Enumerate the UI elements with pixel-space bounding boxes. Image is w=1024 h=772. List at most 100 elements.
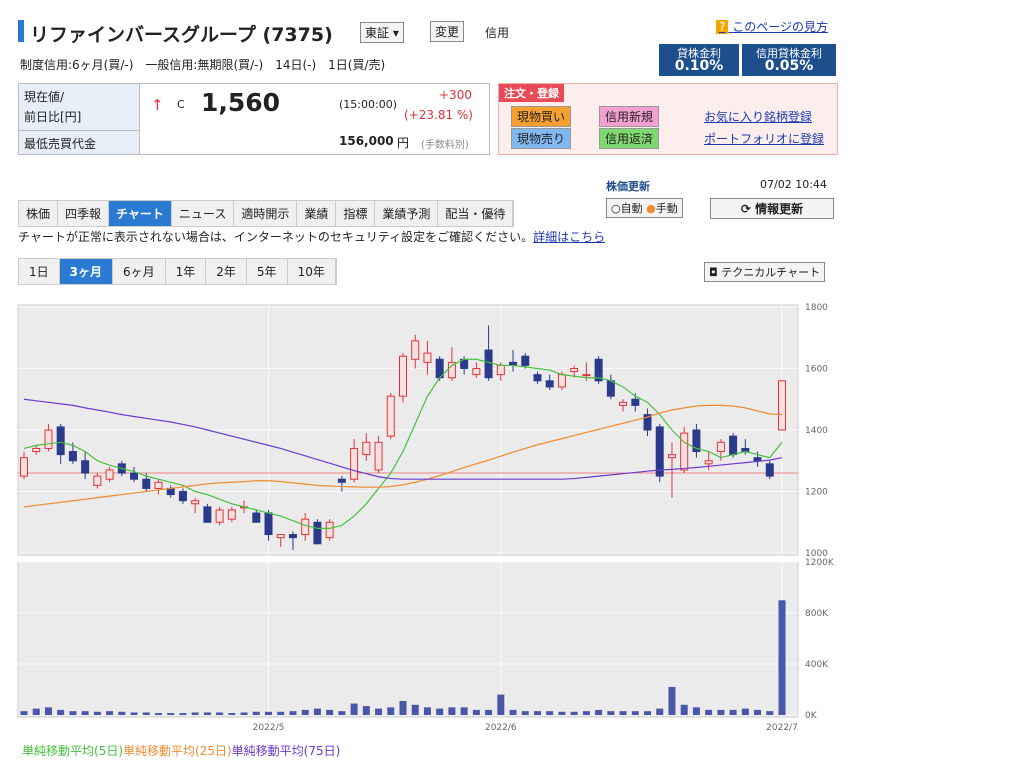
candle-body bbox=[631, 398, 640, 406]
tab[interactable]: 指標 bbox=[336, 201, 376, 226]
volume-bar bbox=[436, 708, 444, 715]
x-tick-label: 2022/6 bbox=[485, 723, 517, 733]
candle-body bbox=[533, 374, 542, 382]
market-select[interactable]: 東証 ▾ bbox=[360, 22, 404, 43]
update-title: 株価更新 bbox=[606, 180, 650, 193]
tab[interactable]: 株価 bbox=[19, 201, 59, 226]
volume-bar bbox=[778, 600, 786, 715]
y-tick-label: 1800 bbox=[805, 303, 828, 313]
notice: チャートが正常に表示されない場合は、インターネットのセキュリティ設定をご確認くだ… bbox=[18, 228, 605, 245]
candle-body bbox=[142, 478, 151, 489]
candle-body bbox=[545, 380, 554, 388]
volume-bar bbox=[399, 700, 407, 715]
volume-bar bbox=[32, 708, 40, 715]
candle-body bbox=[93, 475, 102, 486]
candle-body bbox=[753, 457, 762, 462]
refresh-button[interactable]: ⟳ 情報更新 bbox=[710, 198, 834, 219]
candle-body bbox=[350, 447, 359, 480]
period-tab[interactable]: 2年 bbox=[206, 259, 247, 284]
candle-body bbox=[227, 509, 236, 520]
cell bbox=[19, 84, 140, 131]
x-tick-label: 2022/5 bbox=[253, 723, 285, 733]
candle-body bbox=[215, 509, 224, 523]
volume-bar bbox=[729, 709, 737, 715]
volume-bar bbox=[533, 711, 541, 715]
tab[interactable]: チャート bbox=[109, 201, 172, 226]
candle-body bbox=[203, 506, 212, 523]
order-title: 注文・登録 bbox=[499, 84, 564, 102]
candle-body bbox=[276, 534, 285, 539]
credit: 信用 bbox=[485, 26, 510, 40]
candle-body bbox=[655, 426, 664, 477]
margin-new-button[interactable]: 信用新規 bbox=[599, 106, 660, 127]
volume-bar bbox=[289, 711, 297, 715]
volume-panel bbox=[17, 561, 799, 718]
time: (15:00:00) bbox=[339, 98, 397, 111]
volume-bar bbox=[546, 711, 554, 715]
margin-close-button[interactable]: 信用返済 bbox=[599, 128, 660, 149]
tab[interactable]: ニュース bbox=[171, 201, 235, 226]
volume-bar bbox=[106, 711, 114, 715]
portfolio-link[interactable]: ポートフォリオに登録 bbox=[704, 132, 825, 146]
volume-bar bbox=[472, 709, 480, 715]
tab[interactable]: 業績予測 bbox=[375, 201, 439, 226]
moving-average bbox=[23, 398, 783, 480]
candle-body bbox=[667, 454, 676, 459]
candle-body bbox=[484, 349, 493, 379]
sell-button[interactable]: 現物売り bbox=[511, 128, 572, 149]
period-tab[interactable]: 5年 bbox=[246, 259, 288, 284]
help-link[interactable]: ? このページの見方 bbox=[716, 18, 828, 35]
rate-badge[interactable]: 貸株金利 0.10% bbox=[659, 44, 739, 76]
volume-bar bbox=[631, 711, 639, 715]
technical-button[interactable]: ◘ テクニカルチャート bbox=[704, 262, 826, 282]
period-tab[interactable]: 1日 bbox=[19, 259, 60, 284]
volume-bar bbox=[203, 712, 211, 715]
buy-button[interactable]: 現物買い bbox=[511, 106, 572, 127]
favorite-link[interactable]: お気に入り銘柄登録 bbox=[704, 110, 813, 124]
candle-body bbox=[447, 361, 456, 379]
volume-bar bbox=[57, 709, 65, 715]
mode-toggle[interactable]: ○自動 ●手動 bbox=[606, 198, 683, 218]
candle-body bbox=[191, 500, 200, 505]
notice-link[interactable]: 詳細はこちら bbox=[533, 230, 606, 244]
tab[interactable]: 適時開示 bbox=[234, 201, 298, 226]
period-tab[interactable]: 10年 bbox=[287, 259, 336, 284]
volume-bar bbox=[558, 711, 566, 715]
volume-bar bbox=[326, 709, 334, 715]
rate-badge[interactable]: 信用貸株金利 0.05% bbox=[742, 44, 836, 76]
candle-body bbox=[778, 380, 786, 431]
candle-body bbox=[716, 441, 725, 453]
volume-bar bbox=[313, 708, 321, 715]
candle-body bbox=[606, 380, 615, 397]
period-tab[interactable]: 1年 bbox=[165, 259, 207, 284]
volume-bar bbox=[680, 704, 688, 715]
volume-bar bbox=[240, 712, 248, 715]
tab[interactable]: 業績 bbox=[297, 201, 337, 226]
volume-bar bbox=[20, 711, 28, 715]
period-tab[interactable]: 3ヶ月 bbox=[59, 259, 113, 284]
candle-body bbox=[44, 429, 53, 449]
help-text: このページの見方 bbox=[732, 20, 828, 34]
manual: 手動 bbox=[655, 202, 678, 215]
change-button[interactable]: 変更 bbox=[430, 21, 465, 42]
volume-bar bbox=[741, 708, 749, 715]
tab[interactable]: 四季報 bbox=[58, 201, 110, 226]
candle-body bbox=[521, 355, 530, 366]
volume-bar bbox=[509, 709, 517, 715]
y2-tick-label: 800K bbox=[805, 609, 829, 619]
period-tab[interactable]: 6ヶ月 bbox=[113, 259, 166, 284]
moving-average bbox=[23, 404, 783, 508]
volume-bar bbox=[216, 712, 224, 715]
volume-bar bbox=[265, 711, 273, 715]
tab[interactable]: 配当・優待 bbox=[438, 201, 514, 226]
volume-bar bbox=[130, 712, 138, 715]
volume-bar bbox=[668, 686, 676, 715]
x-tick-label: 2022/7 bbox=[766, 723, 798, 733]
stock-title: リファインバースグループ (7375) bbox=[30, 24, 333, 46]
help-icon: ? bbox=[716, 20, 729, 34]
auto: 自動 bbox=[620, 202, 643, 215]
volume-bar bbox=[142, 712, 150, 715]
moving-average bbox=[23, 358, 783, 530]
candle-body bbox=[81, 460, 90, 474]
